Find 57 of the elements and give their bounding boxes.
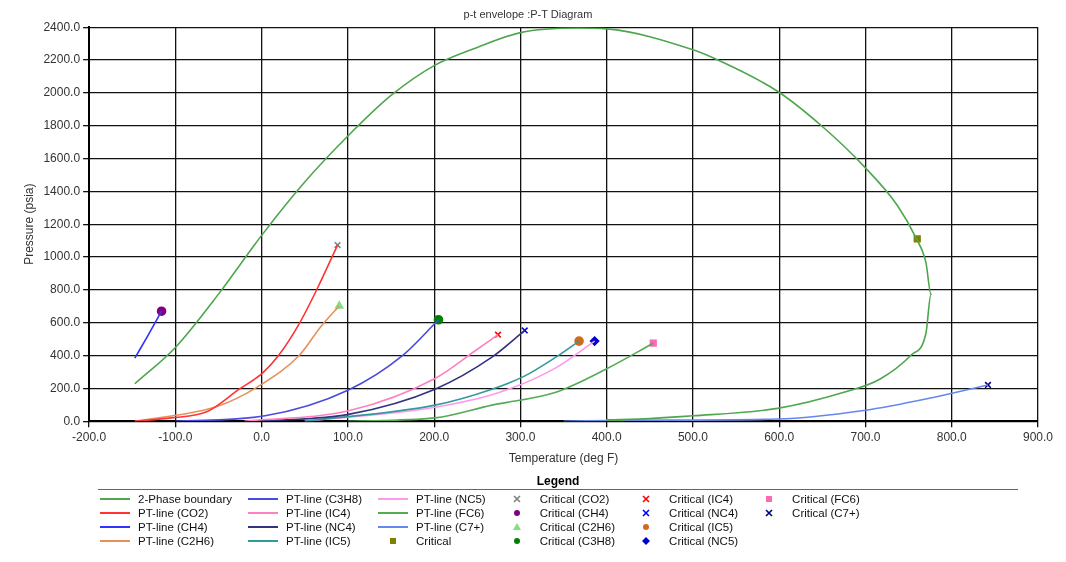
legend-label: PT-line (C2H6) bbox=[138, 535, 215, 547]
x-axis-title: Temperature (deg F) bbox=[508, 451, 619, 466]
legend-label: 2-Phase boundary bbox=[138, 493, 232, 505]
legend-label: PT-line (CO2) bbox=[138, 507, 209, 519]
x-tick-label: 200.0 bbox=[419, 429, 450, 444]
y-tick-label: 0.0 bbox=[63, 413, 81, 428]
x-tick-label: 700.0 bbox=[850, 429, 881, 444]
chart-title: p-t envelope :P-T Diagram bbox=[463, 7, 593, 20]
legend-label: PT-line (IC5) bbox=[285, 535, 351, 547]
y-tick-label: 2200.0 bbox=[43, 52, 81, 67]
legend-label: PT-line (NC4) bbox=[285, 521, 356, 533]
line-series bbox=[243, 333, 499, 422]
legend-label: PT-line (C3H8) bbox=[285, 493, 363, 505]
legend-label: Critical (FC6) bbox=[792, 493, 860, 505]
legend-label: Critical (C3H8) bbox=[539, 535, 616, 547]
x-tick-label: 600.0 bbox=[764, 429, 795, 444]
x-tick-label: -200.0 bbox=[72, 429, 107, 444]
y-tick-label: 1000.0 bbox=[43, 249, 81, 264]
legend-label: Critical bbox=[416, 535, 452, 547]
y-tick-label: 2400.0 bbox=[43, 19, 81, 34]
y-tick-label: 800.0 bbox=[50, 282, 81, 297]
legend-label: Critical (C7+) bbox=[792, 507, 860, 519]
point bbox=[984, 381, 992, 389]
line-series bbox=[260, 329, 526, 422]
legend-label: Critical (C2H6) bbox=[539, 521, 616, 533]
line-series bbox=[134, 27, 932, 422]
y-tick-label: 1200.0 bbox=[43, 216, 81, 231]
legend-label: PT-line (CH4) bbox=[138, 521, 208, 533]
y-axis-title: Pressure (psia) bbox=[21, 183, 36, 265]
x-tick-label: 100.0 bbox=[332, 429, 364, 444]
legend-label: Critical (CO2) bbox=[539, 493, 610, 505]
legend-label: PT-line (C7+) bbox=[416, 521, 485, 533]
y-tick-label: 1600.0 bbox=[43, 150, 81, 165]
legend-label: Critical (IC5) bbox=[669, 521, 733, 533]
y-tick-label: 200.0 bbox=[50, 380, 81, 395]
x-tick-label: 0.0 bbox=[253, 429, 271, 444]
x-tick-label: 500.0 bbox=[677, 429, 709, 444]
legend-label: PT-line (NC5) bbox=[416, 493, 486, 505]
x-tick-label: -100.0 bbox=[158, 429, 193, 444]
line-series bbox=[134, 244, 339, 422]
y-tick-label: 1800.0 bbox=[43, 118, 81, 133]
legend-label: Critical (IC4) bbox=[669, 493, 733, 505]
legend-label: Critical (NC4) bbox=[669, 507, 739, 519]
x-tick-label: 300.0 bbox=[505, 429, 536, 444]
line-series bbox=[562, 384, 989, 422]
legend-label: Critical (CH4) bbox=[539, 507, 609, 519]
legend-label: Critical (NC5) bbox=[669, 535, 739, 547]
y-tick-label: 2000.0 bbox=[43, 85, 81, 100]
x-tick-label: 400.0 bbox=[591, 429, 623, 444]
legend-label: PT-line (FC6) bbox=[416, 507, 485, 519]
y-tick-label: 400.0 bbox=[50, 347, 81, 362]
y-tick-label: 600.0 bbox=[50, 315, 81, 330]
legend-label: PT-line (IC4) bbox=[285, 507, 351, 519]
x-tick-label: 900.0 bbox=[1022, 429, 1054, 444]
y-tick-label: 1400.0 bbox=[43, 183, 81, 198]
x-tick-label: 800.0 bbox=[936, 429, 968, 444]
legend-title: Legend bbox=[98, 474, 1018, 490]
